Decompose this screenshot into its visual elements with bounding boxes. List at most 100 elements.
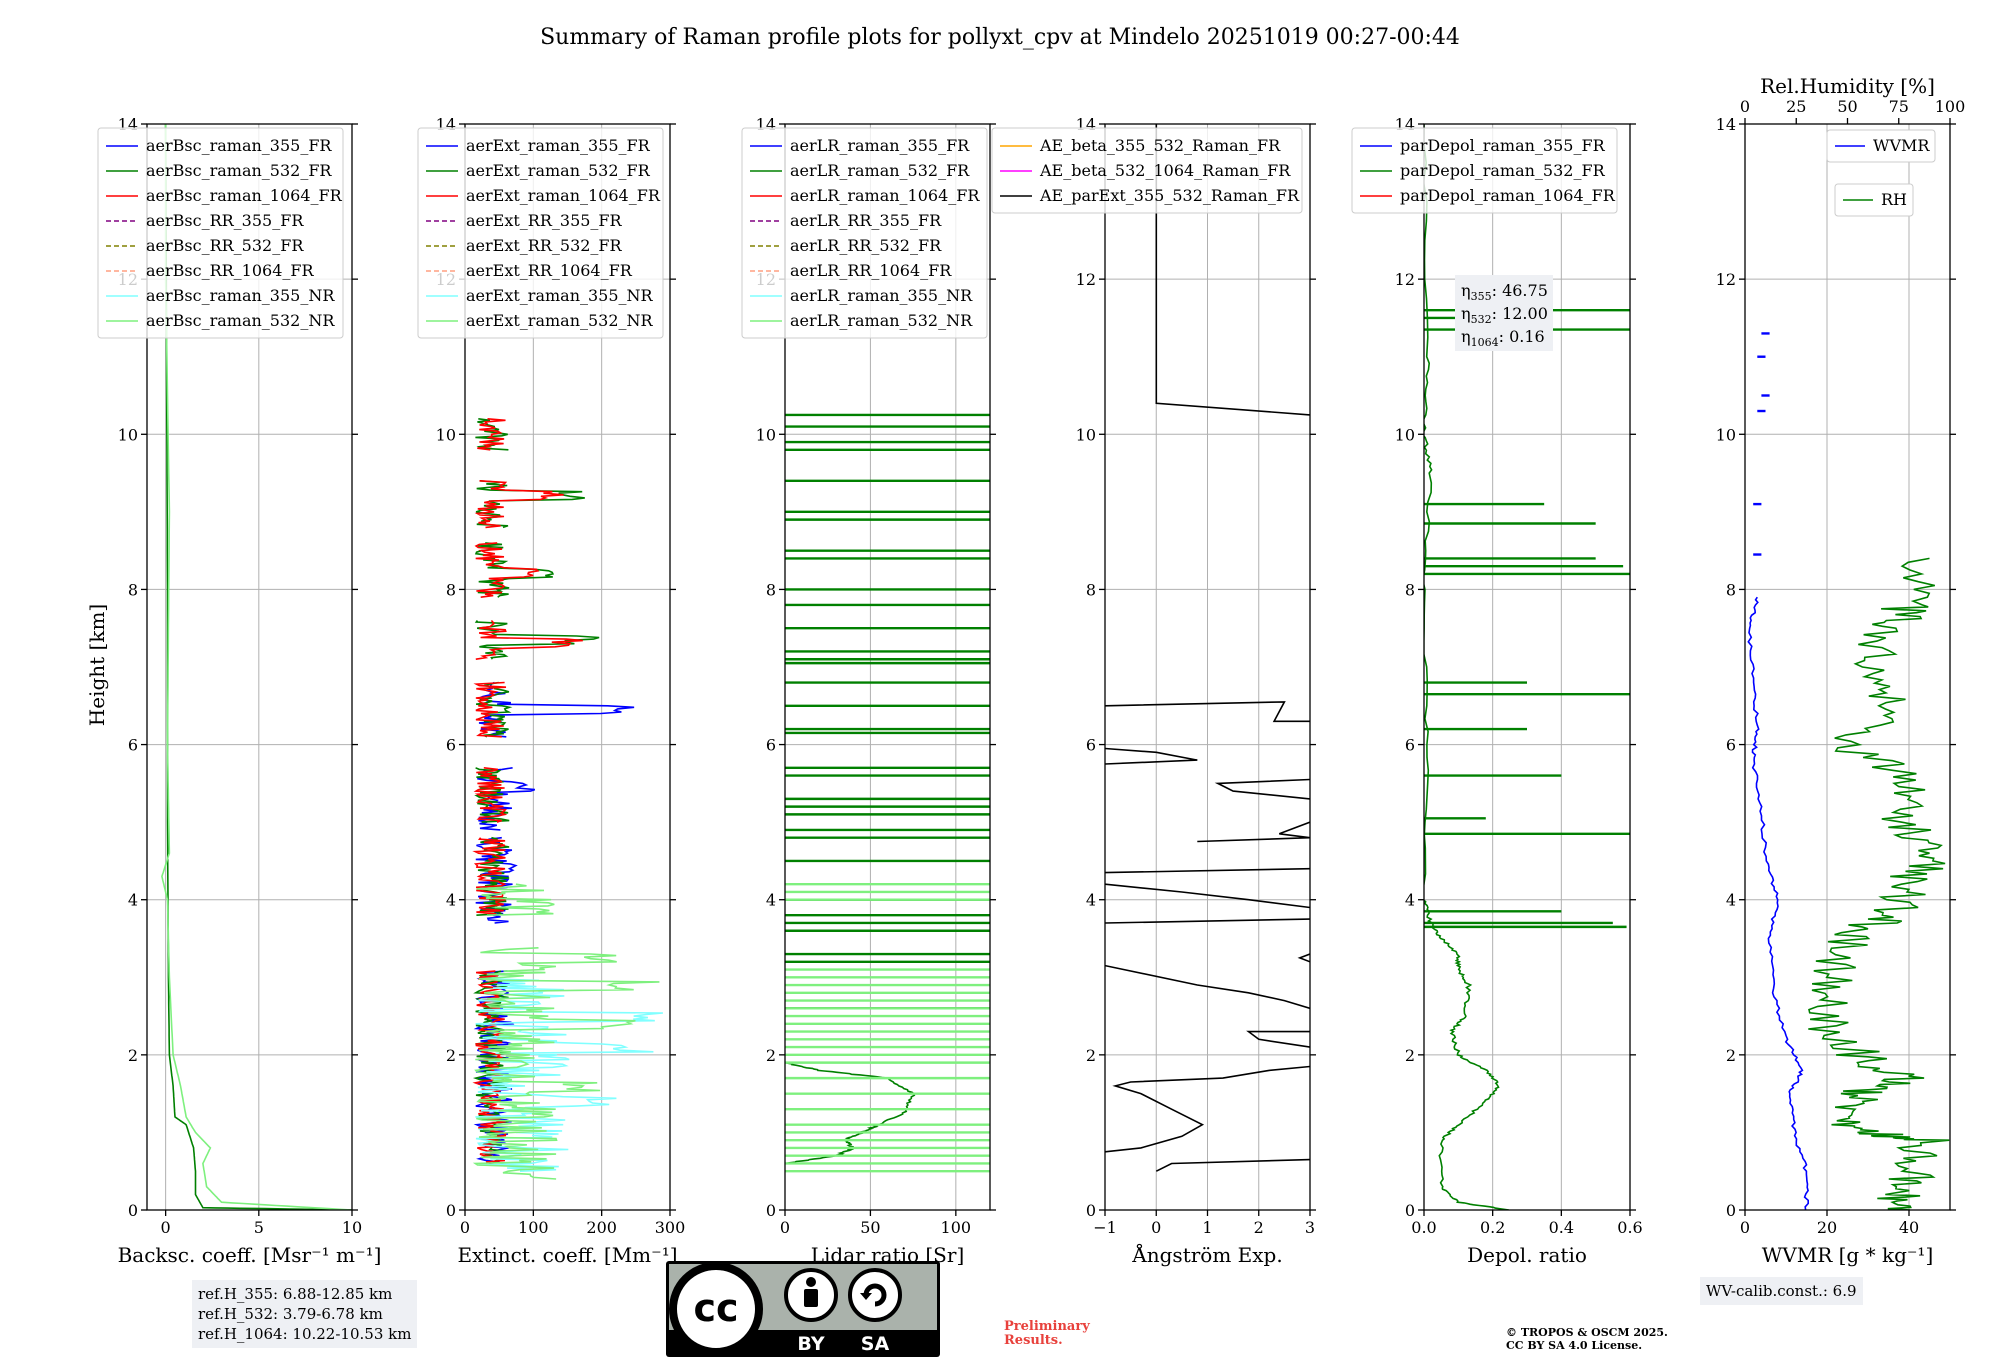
legend-entry-label: aerExt_raman_355_NR (466, 286, 654, 305)
x-tick-label: 40 (1899, 1218, 1919, 1237)
legend-entry-label: WVMR (1873, 136, 1930, 155)
y-tick-label: 8 (1726, 580, 1736, 599)
legend-entry-label: aerBsc_raman_355_FR (146, 136, 332, 155)
series-AE_parExt_355_532_Raman_FR (1105, 701, 1310, 723)
ref-h-532: ref.H_532: 3.79-6.78 km (198, 1305, 383, 1323)
x-axis-label-ext: Extinct. coeff. [Mm⁻¹] (457, 1243, 677, 1267)
legend-entry-label: AE_beta_532_1064_Raman_FR (1039, 161, 1291, 180)
y-tick-label: 2 (1086, 1046, 1096, 1065)
ref-h-1064: ref.H_1064: 10.22-10.53 km (198, 1325, 412, 1343)
panel-ext: 024681012140100200300Extinct. coeff. [Mm… (417, 115, 685, 1267)
top-x-tick-label: 100 (1935, 97, 1966, 116)
series-aerExt_raman_1064_FR (473, 681, 507, 738)
series-aerBsc_raman_532_FR (164, 124, 352, 1210)
series-aerExt_raman_532_FR (472, 970, 510, 1165)
x-tick-label: 50 (860, 1218, 880, 1237)
y-tick-label: 10 (118, 425, 138, 444)
y-tick-label: 14 (1716, 115, 1736, 134)
cc-by-sa-badge: cc BY SA (666, 1261, 940, 1357)
y-tick-label: 0 (1726, 1201, 1736, 1220)
series-aerExt_raman_1064_FR (473, 767, 508, 823)
y-tick-label: 0 (1405, 1201, 1415, 1220)
legend-entry-label: aerExt_raman_532_FR (466, 161, 651, 180)
y-tick-label: 2 (766, 1046, 776, 1065)
x-tick-label: 0.4 (1549, 1218, 1574, 1237)
preliminary-line-2: Results. (1004, 1333, 1063, 1348)
axes-frame-dep (1423, 123, 1631, 1211)
x-tick-label: 10 (342, 1218, 362, 1237)
series-WVMR (1747, 596, 1809, 1210)
y-tick-label: 6 (766, 736, 776, 755)
x-tick-label: 2 (1254, 1218, 1264, 1237)
series-AE_parExt_355_532_Raman_FR (1105, 867, 1310, 874)
x-tick-label: 0 (460, 1218, 470, 1237)
share-alike-icon (848, 1268, 902, 1322)
y-tick-label: 4 (1086, 891, 1096, 910)
y-tick-label: 8 (128, 580, 138, 599)
legend-entry-label: aerExt_raman_355_FR (466, 136, 651, 155)
legend-ext (417, 127, 664, 339)
legend-entry-label: aerBsc_RR_1064_FR (146, 261, 315, 280)
x-tick-label: 20 (1817, 1218, 1837, 1237)
y-tick-label: 8 (1405, 580, 1415, 599)
series-AE_parExt_355_532_Raman_FR (1214, 778, 1310, 800)
axes-frame-ext (464, 123, 671, 1211)
series-AE_parExt_355_532_Raman_FR (1105, 747, 1198, 765)
x-axis-label-ae: Ångström Exp. (1131, 1242, 1282, 1267)
legend-entry-label: parDepol_raman_1064_FR (1400, 186, 1616, 205)
y-tick-label: 2 (128, 1046, 138, 1065)
y-tick-label: 8 (766, 580, 776, 599)
y-tick-label: 8 (446, 580, 456, 599)
legend-entry-label: aerLR_raman_532_FR (790, 161, 970, 180)
legend-entry-label: AE_beta_355_532_Raman_FR (1039, 136, 1281, 155)
x-tick-label: 200 (586, 1218, 617, 1237)
x-axis-label-wv: WVMR [g * kg⁻¹] (1762, 1243, 1934, 1267)
series-aerExt_raman_1064_FR (477, 418, 506, 451)
y-tick-label: 12 (1716, 270, 1736, 289)
legend-entry-label: aerBsc_raman_355_NR (146, 286, 335, 305)
legend-entry-label: aerBsc_raman_532_FR (146, 161, 332, 180)
legend-WVMR (1826, 129, 1936, 163)
legend-entry-label: aerExt_RR_532_FR (466, 236, 623, 255)
copyright-line-1: © TROPOS & OSCM 2025. (1506, 1326, 1668, 1339)
axes-frame-lr (784, 123, 991, 1211)
y-tick-label: 10 (1395, 425, 1415, 444)
legend-entry-label: parDepol_raman_532_FR (1400, 161, 1606, 180)
legend-lr (741, 127, 988, 339)
x-tick-label: 1 (1202, 1218, 1212, 1237)
y-tick-label: 2 (1405, 1046, 1415, 1065)
x-axis-label-dep: Depol. ratio (1467, 1243, 1587, 1267)
y-tick-label: 10 (1716, 425, 1736, 444)
top-axis-label: Rel.Humidity [%] (1760, 74, 1935, 98)
x-tick-label: 100 (518, 1218, 549, 1237)
y-tick-label: 4 (128, 891, 138, 910)
x-axis-label-bsc: Backsc. coeff. [Msr⁻¹ m⁻¹] (118, 1243, 382, 1267)
x-tick-label: −1 (1093, 1218, 1117, 1237)
preliminary-line-1: Preliminary (1004, 1319, 1090, 1334)
y-tick-label: 6 (1086, 736, 1096, 755)
series-parDepol_raman_532_FR (1424, 124, 1509, 1210)
legend-entry-label: aerLR_raman_355_FR (790, 136, 970, 155)
y-tick-label: 6 (128, 736, 138, 755)
top-x-tick-label: 50 (1837, 97, 1857, 116)
panel-lr: 02468101214050100Lidar ratio [Sr]aerLR_r… (741, 115, 996, 1267)
y-tick-label: 10 (436, 425, 456, 444)
cc-sa-label: SA (861, 1333, 890, 1355)
legend-entry-label: aerBsc_RR_532_FR (146, 236, 304, 255)
series-aerExt_raman_1064_FR (474, 480, 564, 529)
legend-entry-label: aerLR_raman_532_NR (790, 311, 973, 330)
eta-annotation-line: η1064: 0.16 (1461, 327, 1545, 349)
ref-h-355: ref.H_355: 6.88-12.85 km (198, 1285, 393, 1303)
y-tick-label: 8 (1086, 580, 1096, 599)
y-tick-label: 2 (1726, 1046, 1736, 1065)
series-AE_parExt_355_532_Raman_FR (1105, 918, 1310, 924)
series-AE_parExt_355_532_Raman_FR (1197, 821, 1310, 843)
series-AE_parExt_355_532_Raman_FR (1155, 124, 1310, 416)
plot-area-ae (1105, 124, 1310, 1172)
legend-entry-label: aerExt_raman_532_NR (466, 311, 654, 330)
top-x-tick-label: 75 (1889, 97, 1909, 116)
legend-entry-label: parDepol_raman_355_FR (1400, 136, 1606, 155)
